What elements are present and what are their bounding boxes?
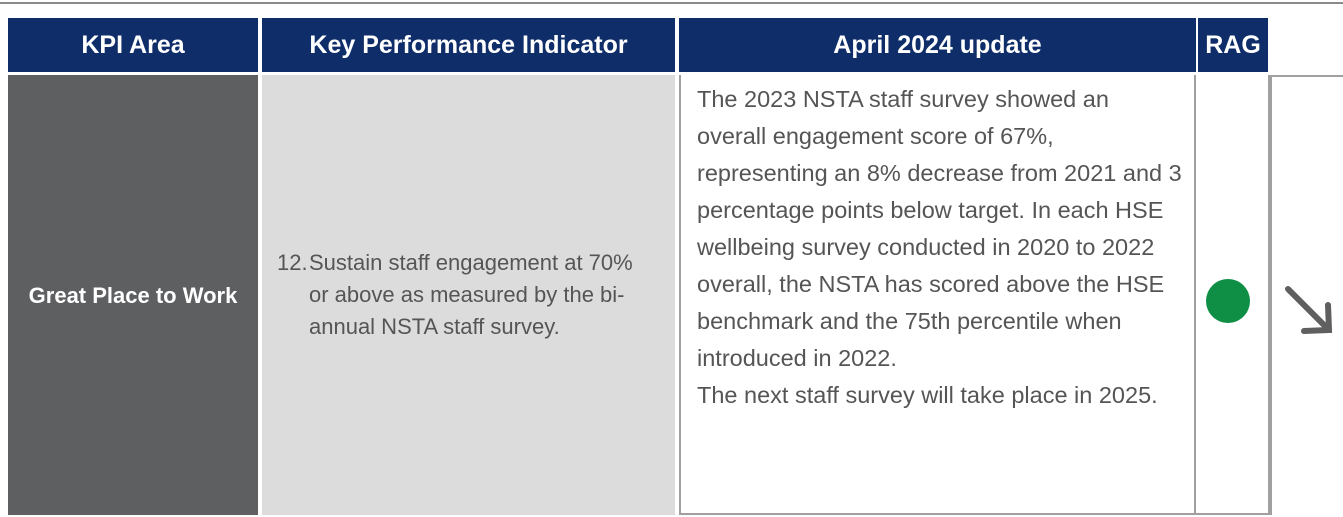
column-header: Key Performance Indicator — [262, 18, 675, 72]
trend-icon — [1285, 286, 1333, 334]
rag-status-green — [1206, 279, 1250, 323]
top-rule — [0, 2, 1343, 4]
column-header: KPI Area — [8, 18, 258, 72]
update-paragraph: The next staff survey will take place in… — [697, 382, 1158, 408]
update-cell: The 2023 NSTA staff survey showed an ove… — [679, 75, 1196, 515]
kpi-area: Great Place to Work — [28, 282, 238, 308]
trend-cell — [1270, 75, 1343, 515]
update-paragraph: The 2023 NSTA staff survey showed an ove… — [697, 86, 1182, 371]
rag-icon — [1206, 279, 1250, 323]
column-header: April 2024 update — [679, 18, 1196, 72]
indicator-cell: 12. Sustain staff engagement at 70% or a… — [262, 75, 675, 515]
rag-cell — [1196, 75, 1270, 515]
column-header: RAG — [1198, 18, 1268, 72]
trend-arrow-down — [1285, 286, 1333, 334]
kpi-area-cell: Great Place to Work — [8, 75, 258, 515]
indicator: 12. Sustain staff engagement at 70% or a… — [277, 247, 635, 343]
indicator-number: 12. — [277, 250, 308, 275]
indicator-text: Sustain staff engagement at 70% or above… — [309, 250, 633, 339]
